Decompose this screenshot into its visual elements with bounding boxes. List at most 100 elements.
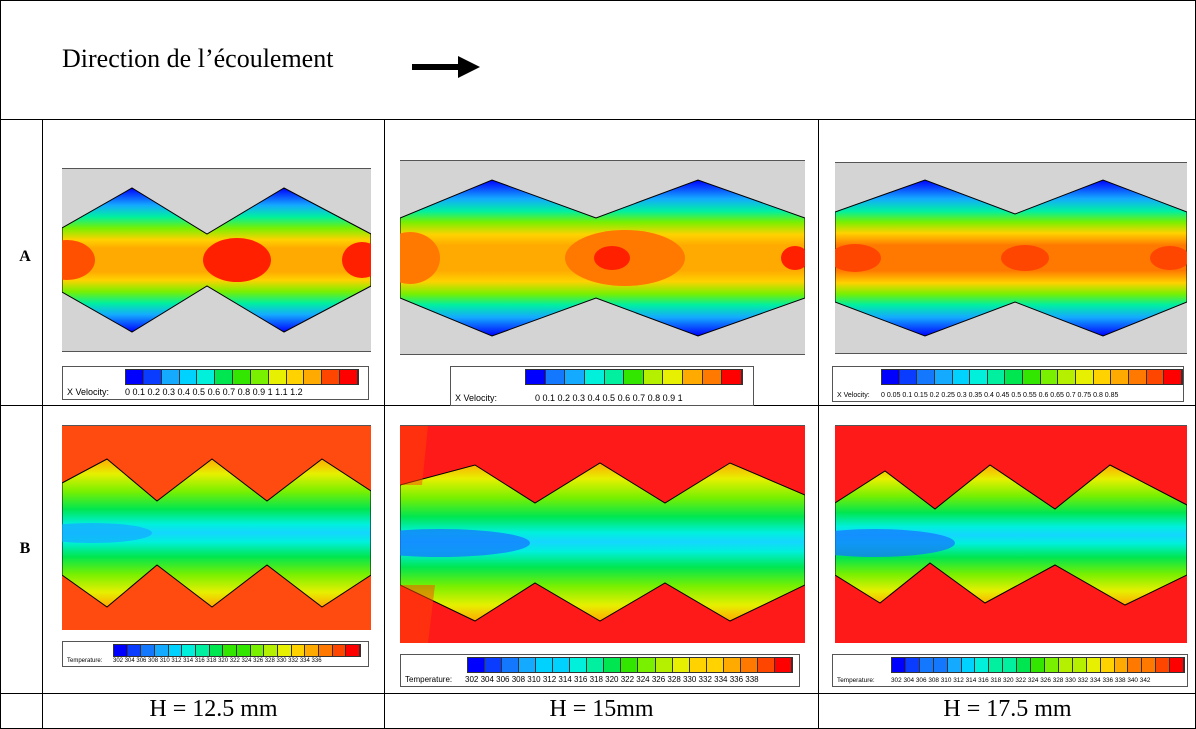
color-swatch [546, 370, 566, 384]
column-label-h12-5: H = 12.5 mm [43, 696, 384, 723]
velocity-legend-h17-5: X Velocity: 0 0.05 0.1 0.15 0.2 0.25 0.3… [832, 366, 1184, 402]
color-swatch [953, 370, 971, 384]
color-swatch [322, 370, 340, 384]
legend-ticks: 302 304 306 308 310 312 314 316 318 320 … [113, 658, 322, 664]
color-swatch [1094, 370, 1112, 384]
velocity-contour-plot-h17-5 [835, 162, 1187, 354]
temperature-contour-plot-h15 [400, 425, 805, 643]
legend-title: Temperature: [405, 675, 452, 684]
color-swatch [690, 658, 707, 672]
color-swatch [519, 658, 536, 672]
color-swatch [1111, 370, 1129, 384]
legend-title: X Velocity: [837, 392, 870, 399]
footer-divider [0, 693, 1196, 694]
color-swatch [656, 658, 673, 672]
color-swatch [1059, 658, 1073, 672]
color-swatch [644, 370, 664, 384]
color-swatch [892, 658, 906, 672]
color-swatch [900, 370, 918, 384]
color-swatch [585, 370, 605, 384]
color-swatch [1115, 658, 1129, 672]
color-swatch [1045, 658, 1059, 672]
color-swatch [269, 370, 287, 384]
color-scale-bar [881, 369, 1183, 385]
velocity-contour-plot-h12-5 [62, 168, 371, 352]
color-swatch [587, 658, 604, 672]
color-swatch [210, 645, 224, 656]
velocity-legend-h15: X Velocity: 0 0.1 0.2 0.3 0.4 0.5 0.6 0.… [450, 366, 754, 406]
color-swatch [180, 370, 198, 384]
color-swatch [144, 370, 162, 384]
temperature-legend-h17-5: Temperature: 302 304 306 308 310 312 314… [832, 654, 1188, 687]
column-label-h17-5: H = 17.5 mm [819, 696, 1196, 723]
legend-title: X Velocity: [67, 387, 109, 397]
color-swatch [741, 658, 758, 672]
color-swatch [604, 658, 621, 672]
color-swatch [237, 645, 251, 656]
velocity-contour-plot-h15 [400, 160, 805, 355]
color-swatch [621, 658, 638, 672]
color-swatch [287, 370, 305, 384]
flow-direction-title: Direction de l’écoulement [62, 44, 333, 74]
color-scale-bar [891, 657, 1185, 673]
color-swatch [1156, 658, 1170, 672]
color-swatch [141, 645, 155, 656]
label-column-divider [42, 119, 43, 729]
temperature-legend-h12-5: Temperature: 302 304 306 308 310 312 314… [62, 641, 369, 667]
color-swatch [114, 645, 128, 656]
temperature-contour-plot-h12-5 [62, 425, 371, 630]
temperature-contour-plot-h17-5 [835, 425, 1187, 643]
color-swatch [988, 370, 1006, 384]
row-label-a: A [10, 248, 40, 266]
color-swatch [1087, 658, 1101, 672]
color-swatch [468, 658, 485, 672]
color-swatch [1164, 370, 1182, 384]
color-swatch [251, 645, 265, 656]
color-swatch [1076, 370, 1094, 384]
color-swatch [128, 645, 142, 656]
color-swatch [920, 658, 934, 672]
color-swatch [1031, 658, 1045, 672]
color-swatch [970, 370, 988, 384]
color-swatch [758, 658, 775, 672]
color-swatch [1023, 370, 1041, 384]
color-swatch [162, 370, 180, 384]
color-swatch [1101, 658, 1115, 672]
color-swatch [1129, 370, 1147, 384]
color-swatch [553, 658, 570, 672]
color-swatch [962, 658, 976, 672]
color-swatch [707, 658, 724, 672]
color-swatch [340, 370, 358, 384]
header-divider [0, 119, 1196, 120]
color-swatch [319, 645, 333, 656]
color-swatch [251, 370, 269, 384]
color-swatch [292, 645, 306, 656]
row-label-b: B [10, 540, 40, 558]
color-swatch [1128, 658, 1142, 672]
color-swatch [333, 645, 347, 656]
legend-ticks: 0 0.1 0.2 0.3 0.4 0.5 0.6 0.7 0.8 0.9 1 … [125, 387, 303, 397]
color-swatch [305, 645, 319, 656]
color-swatch [126, 370, 144, 384]
color-swatch [624, 370, 644, 384]
color-swatch [673, 658, 690, 672]
color-swatch [882, 370, 900, 384]
color-swatch [1058, 370, 1076, 384]
color-swatch [196, 645, 210, 656]
column-label-h15: H = 15mm [385, 696, 818, 723]
color-swatch [722, 370, 742, 384]
color-swatch [346, 645, 360, 656]
color-swatch [724, 658, 741, 672]
color-swatch [663, 370, 683, 384]
color-swatch [935, 370, 953, 384]
velocity-legend-h12-5: X Velocity: 0 0.1 0.2 0.3 0.4 0.5 0.6 0.… [62, 366, 369, 400]
color-swatch [485, 658, 502, 672]
column-divider-1 [384, 119, 385, 729]
color-swatch [917, 370, 935, 384]
color-swatch [570, 658, 587, 672]
color-swatch [1170, 658, 1184, 672]
color-swatch [775, 658, 792, 672]
color-swatch [304, 370, 322, 384]
color-swatch [278, 645, 292, 656]
color-swatch [1147, 370, 1165, 384]
